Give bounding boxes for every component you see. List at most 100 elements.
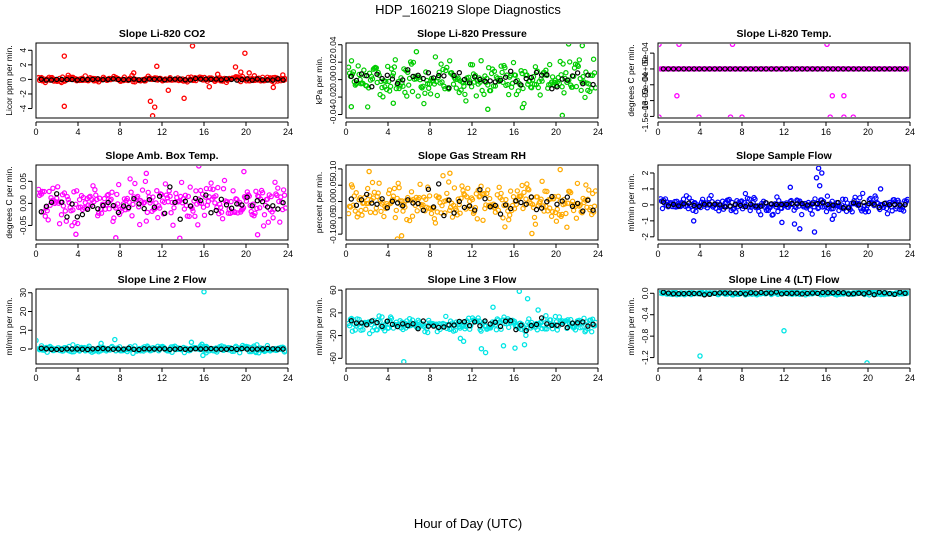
outlier-point (348, 103, 355, 110)
outlier-point (189, 44, 196, 49)
data-point (432, 220, 439, 226)
data-point (716, 208, 722, 214)
mean-point (415, 72, 421, 79)
x-tick-label: 4 (385, 373, 390, 383)
data-point (773, 204, 779, 210)
mean-point (742, 203, 749, 210)
chart-title: Slope Sample Flow (736, 150, 833, 162)
data-point (220, 185, 227, 192)
data-point (487, 195, 493, 202)
mean-point (364, 322, 370, 328)
chart-title: Slope Li-820 Pressure (417, 28, 527, 40)
data-point (167, 193, 173, 199)
data-point (481, 91, 487, 98)
mean-point (753, 66, 759, 72)
x-tick-label: 4 (697, 373, 702, 383)
mean-point (482, 318, 488, 324)
mean-point (69, 201, 75, 207)
mean-point (48, 77, 55, 83)
data-point (575, 63, 582, 70)
outlier-point (196, 166, 202, 169)
y-axis-label: ml/min per min. (626, 173, 636, 231)
mean-point (472, 74, 478, 80)
data-point (548, 317, 554, 323)
mean-point (105, 199, 111, 206)
outlier-point (877, 186, 884, 192)
data-point (589, 329, 595, 335)
data-point (462, 91, 468, 98)
data-point (405, 69, 411, 76)
data-point (578, 87, 584, 94)
data-point (268, 193, 274, 200)
mean-point (717, 66, 723, 72)
data-point (98, 210, 105, 216)
data-point (374, 327, 380, 333)
outlier-point (676, 44, 682, 48)
outlier-point (500, 343, 507, 349)
data-point (201, 212, 208, 218)
mean-point (348, 73, 354, 80)
y-tick-label: 1 (640, 186, 650, 191)
data-point (589, 190, 596, 197)
data-point (145, 189, 151, 196)
mean-point (502, 74, 509, 80)
data-point (442, 210, 448, 216)
mean-point (172, 346, 178, 352)
mean-point (146, 346, 152, 352)
mean-point (259, 198, 266, 205)
chart-title: Slope Li-820 Temp. (737, 28, 832, 40)
mean-point (394, 200, 401, 206)
data-point (171, 205, 177, 211)
data-point (523, 332, 529, 339)
mean-point (892, 291, 898, 297)
mean-point (156, 193, 163, 199)
data-point (591, 70, 597, 76)
x-tick-label: 16 (509, 127, 519, 137)
data-point (259, 189, 266, 196)
data-point (386, 78, 392, 85)
mean-point (825, 201, 831, 208)
data-point (469, 196, 476, 203)
data-point (473, 93, 479, 99)
mean-point (717, 202, 723, 208)
data-point (862, 209, 869, 215)
mean-point (131, 346, 137, 352)
data-point (400, 83, 406, 89)
data-point (254, 205, 260, 212)
data-point (561, 90, 567, 96)
mean-point (670, 201, 677, 208)
mean-point (125, 204, 132, 211)
data-point (746, 196, 753, 202)
data-point (42, 213, 49, 219)
data-point (139, 187, 146, 193)
data-point (65, 196, 71, 203)
x-tick-label: 0 (33, 249, 38, 259)
mean-point (100, 202, 106, 209)
mean-point (264, 77, 271, 83)
data-point (532, 221, 539, 227)
outlier-point (524, 295, 531, 302)
mean-point (131, 195, 137, 202)
data-point (562, 201, 568, 207)
data-point (96, 195, 103, 201)
data-point (421, 100, 427, 107)
mean-point (374, 71, 380, 77)
chart-title: Slope Li-820 CO2 (119, 28, 206, 40)
mean-point (254, 76, 260, 82)
outlier-point (201, 290, 207, 295)
mean-point (430, 75, 437, 81)
data-point (542, 326, 548, 332)
data-point (62, 208, 69, 214)
mean-point (794, 66, 800, 72)
data-point (272, 179, 278, 185)
x-tick-label: 12 (779, 249, 789, 259)
mean-point (177, 345, 183, 352)
data-point (422, 90, 428, 97)
x-tick-label: 24 (283, 127, 293, 137)
mean-point (580, 80, 586, 87)
mean-point (141, 77, 147, 83)
data-point (472, 204, 479, 211)
mean-point (249, 346, 255, 352)
data-point (443, 67, 449, 74)
data-point (857, 195, 863, 201)
